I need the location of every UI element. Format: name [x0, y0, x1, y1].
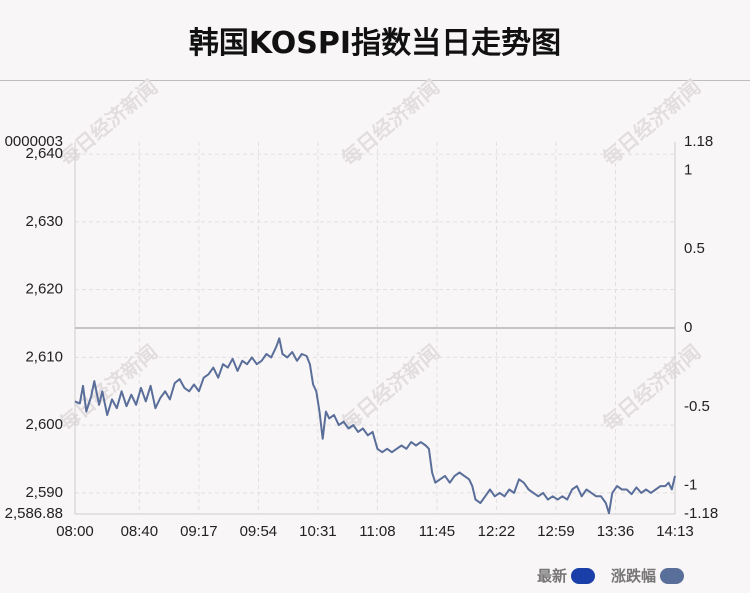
axes-layer — [74, 142, 676, 515]
x-axis-tick-label: 10:31 — [299, 523, 337, 540]
left-axis-tick-label: 2,630 — [25, 213, 63, 230]
x-axis-tick-label: 14:13 — [656, 523, 694, 540]
right-axis-tick-label: -0.5 — [684, 398, 710, 415]
x-axis-tick-label: 08:40 — [121, 523, 159, 540]
legend-item-change[interactable]: 涨跌幅 — [611, 565, 684, 586]
legend-label-latest: 最新 — [536, 567, 567, 585]
x-axis-tick-label: 09:17 — [180, 523, 218, 540]
watermark-text: 每日经济新闻 — [337, 340, 444, 436]
right-axis-tick-label: 1 — [684, 161, 692, 178]
title-divider — [0, 80, 750, 81]
x-axis-tick-label: 13:36 — [597, 523, 635, 540]
watermark-text: 每日经济新闻 — [55, 340, 162, 436]
right-axis-tick-label: -1.18 — [684, 505, 718, 522]
watermark-text: 每日经济新闻 — [598, 340, 705, 436]
legend: 最新 涨跌幅 — [537, 565, 684, 586]
right-axis-ticks: 1.18 1 0.5 0 -0.5 -1 -1.18 — [684, 133, 718, 522]
x-axis-tick-label: 11:08 — [359, 523, 395, 540]
x-axis-tick-label: 08:00 — [56, 523, 94, 540]
left-axis-tick-label: 2,640 — [25, 145, 63, 162]
x-axis-ticks: 08:00 08:40 09:17 09:54 10:31 11:08 11:45 12:22… — [56, 523, 694, 540]
x-axis-tick-label: 11:45 — [419, 523, 455, 540]
watermark-text: 每日经济新闻 — [337, 75, 444, 171]
x-axis-tick-label: 09:54 — [240, 523, 278, 540]
legend-swatch-latest — [570, 567, 595, 584]
left-axis-tick-label: 2,620 — [25, 281, 63, 298]
x-axis-tick-label: 12:59 — [537, 523, 575, 540]
right-axis-tick-label: 0.5 — [684, 240, 705, 257]
legend-swatch-change — [660, 567, 684, 584]
left-axis-tick-label: 2,600 — [25, 416, 63, 433]
right-axis-tick-label: -1 — [684, 477, 697, 494]
left-axis-bottom-label: 2,586.88 — [5, 505, 63, 522]
watermark-text: 每日经济新闻 — [55, 75, 162, 171]
watermark-text: 每日经济新闻 — [598, 75, 705, 171]
x-axis-tick-label: 12:22 — [478, 523, 516, 540]
chart-title: 韩国KOSPI指数当日走势图 — [188, 26, 562, 61]
series-layer — [74, 337, 676, 515]
right-axis-tick-label: 1.18 — [684, 133, 713, 150]
left-axis-tick-label: 2,590 — [25, 484, 63, 501]
left-axis-tick-label: 2,610 — [25, 348, 63, 365]
legend-label-change: 涨跌幅 — [610, 567, 656, 585]
left-axis-top-label: 0000003 — [5, 133, 63, 150]
right-axis-tick-label: 0 — [684, 319, 692, 336]
legend-item-latest[interactable]: 最新 — [537, 565, 595, 586]
series-line — [74, 337, 676, 515]
